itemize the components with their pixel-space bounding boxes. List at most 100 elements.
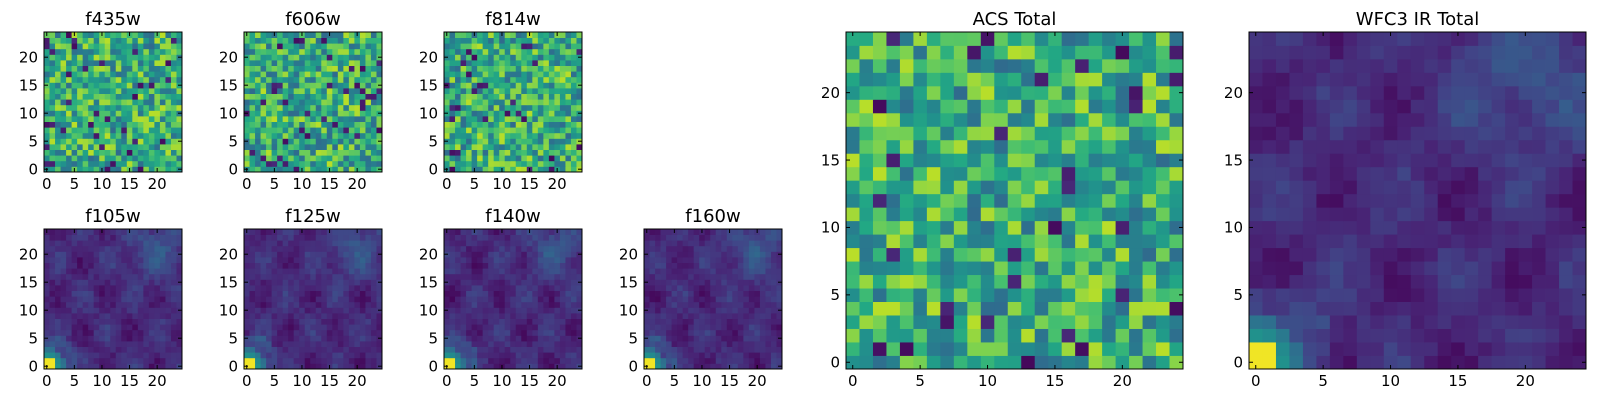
heatmap-cell: [521, 324, 528, 331]
heatmap-cell: [504, 104, 511, 111]
heatmap-cell: [376, 262, 383, 269]
heatmap-cell: [165, 279, 172, 286]
heatmap-cell: [60, 110, 67, 117]
heatmap-cell: [515, 116, 522, 122]
heatmap-cell: [293, 324, 300, 331]
heatmap-cell: [82, 43, 89, 50]
heatmap-cell: [365, 346, 372, 353]
heatmap-cell: [444, 324, 450, 331]
heatmap-cell: [277, 116, 284, 122]
heatmap-cell: [548, 229, 555, 235]
heatmap-cell: [471, 160, 478, 167]
heatmap-cell: [332, 234, 339, 241]
heatmap-cell: [1007, 153, 1022, 168]
heatmap-cell: [271, 352, 278, 359]
heatmap-cell: [548, 155, 555, 162]
heatmap-cell: [93, 43, 100, 50]
heatmap-cell: [148, 54, 155, 61]
heatmap-cell: [359, 166, 366, 173]
heatmap-cell: [93, 110, 100, 117]
heatmap-cell: [515, 88, 522, 94]
heatmap-cell: [299, 290, 306, 297]
heatmap-cell: [449, 296, 456, 303]
heatmap-cell: [644, 245, 650, 252]
heatmap-cell: [348, 144, 355, 150]
heatmap-cell: [354, 149, 361, 156]
heatmap-cell: [304, 324, 311, 331]
heatmap-cell: [77, 93, 84, 100]
heatmap-cell: [110, 121, 117, 128]
heatmap-cell: [559, 240, 566, 247]
heatmap-cell: [337, 341, 344, 347]
heatmap-cell: [165, 245, 172, 252]
heatmap-cell: [570, 251, 577, 258]
heatmap-cell: [499, 116, 506, 122]
heatmap-cell: [466, 144, 472, 150]
heatmap-cell: [449, 121, 456, 128]
heatmap-cell: [165, 88, 172, 94]
heatmap-cell: [455, 290, 461, 297]
heatmap-cell: [165, 37, 172, 44]
heatmap-cell: [60, 318, 67, 325]
heatmap-cell: [359, 234, 366, 241]
heatmap-cell: [1007, 220, 1022, 235]
heatmap-cell: [499, 155, 506, 162]
heatmap-cell: [466, 273, 472, 280]
heatmap-cell: [121, 166, 128, 173]
heatmap-cell: [444, 37, 450, 44]
heatmap-cell: [126, 43, 133, 50]
heatmap-cell: [55, 245, 61, 252]
heatmap-cell: [532, 335, 539, 342]
heatmap-cell: [277, 43, 284, 50]
heatmap-cell: [554, 65, 561, 72]
heatmap-cell: [770, 301, 777, 308]
heatmap-cell: [60, 245, 67, 252]
heatmap-cell: [732, 329, 739, 336]
heatmap-cell: [170, 363, 177, 370]
heatmap-cell: [354, 285, 361, 291]
heatmap-cell: [321, 296, 328, 303]
heatmap-cell: [332, 290, 339, 297]
heatmap-cell: [115, 245, 122, 252]
heatmap-cell: [466, 245, 472, 252]
heatmap-cell: [493, 285, 500, 291]
heatmap-cell: [49, 60, 56, 66]
heatmap-cell: [460, 104, 467, 111]
heatmap-cell: [521, 54, 528, 61]
heatmap-cell: [121, 37, 128, 44]
heatmap-cell: [77, 290, 84, 297]
heatmap-cell: [526, 257, 533, 263]
heatmap-cell: [554, 301, 561, 308]
heatmap-cell: [299, 301, 306, 308]
heatmap-cell: [649, 245, 656, 252]
heatmap-cell: [249, 290, 256, 297]
heatmap-cell: [44, 121, 50, 128]
heatmap-cell: [559, 229, 566, 235]
heatmap-cell: [504, 262, 511, 269]
heatmap-cell: [460, 335, 467, 342]
heatmap-cell: [260, 32, 267, 38]
heatmap-cell: [170, 149, 177, 156]
heatmap-cell: [466, 82, 472, 89]
heatmap-cell: [1115, 328, 1130, 343]
heatmap-cell: [765, 262, 772, 269]
heatmap-cell: [748, 290, 755, 297]
heatmap-cell: [299, 341, 306, 347]
heatmap-cell: [304, 127, 311, 134]
heatmap-cell: [748, 279, 755, 286]
heatmap-cell: [282, 60, 289, 66]
heatmap-cell: [88, 245, 95, 252]
heatmap-cell: [66, 82, 72, 89]
heatmap-cell: [55, 329, 61, 336]
heatmap-cell: [315, 285, 322, 291]
heatmap-cell: [293, 257, 300, 263]
heatmap-cell: [1115, 301, 1130, 316]
heatmap-cell: [104, 341, 111, 347]
heatmap-cell: [137, 324, 144, 331]
heatmap-cell: [154, 341, 161, 347]
heatmap-cell: [337, 301, 344, 308]
y-tick-label: 20: [19, 48, 38, 66]
heatmap-cell: [967, 301, 982, 316]
heatmap-cell: [365, 313, 372, 319]
heatmap-cell: [44, 93, 50, 100]
